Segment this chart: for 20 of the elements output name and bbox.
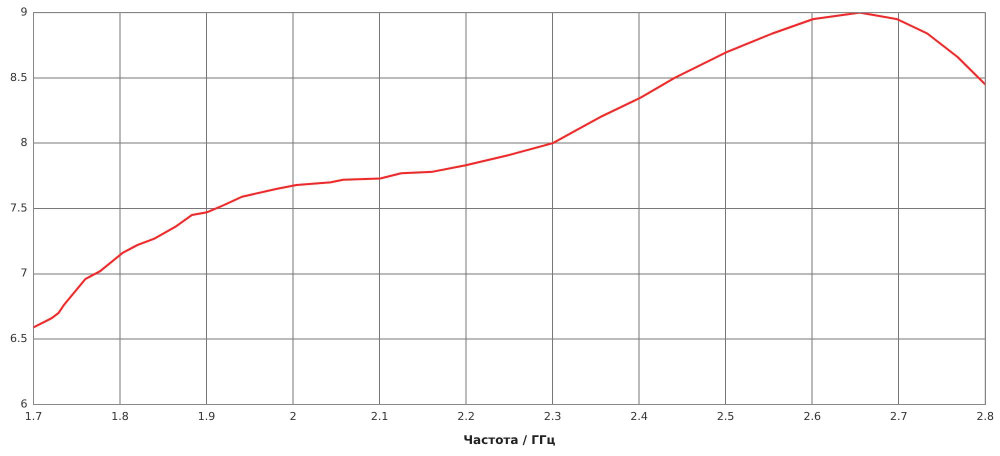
y-tick-label: 7.5 bbox=[10, 201, 28, 214]
x-tick-label: 2.8 bbox=[976, 410, 994, 423]
x-tick-label: 2.3 bbox=[544, 410, 562, 423]
x-tick-label: 2.7 bbox=[890, 410, 908, 423]
y-tick-label: 8.5 bbox=[10, 70, 28, 84]
x-tick-label: 2.1 bbox=[370, 410, 388, 423]
x-tick-label: 2 bbox=[290, 410, 297, 423]
y-tick-label: 6.5 bbox=[10, 332, 28, 345]
x-tick-label: 2.4 bbox=[630, 410, 648, 423]
y-tick-label: 8 bbox=[20, 136, 28, 150]
y-tick-label: 6 bbox=[20, 397, 28, 410]
x-tick-label: 2.2 bbox=[457, 410, 475, 423]
x-tick-label: 2.5 bbox=[716, 410, 734, 423]
y-tick-label: 9 bbox=[20, 5, 28, 18]
x-tick-label: 1.9 bbox=[198, 410, 216, 423]
x-axis-title: Частота / ГГц bbox=[463, 432, 556, 447]
x-tick-label: 2.6 bbox=[803, 410, 821, 423]
x-tick-label: 1.8 bbox=[111, 410, 129, 423]
y-tick-label: 7 bbox=[20, 266, 28, 280]
x-tick-label: 1.7 bbox=[24, 410, 42, 423]
